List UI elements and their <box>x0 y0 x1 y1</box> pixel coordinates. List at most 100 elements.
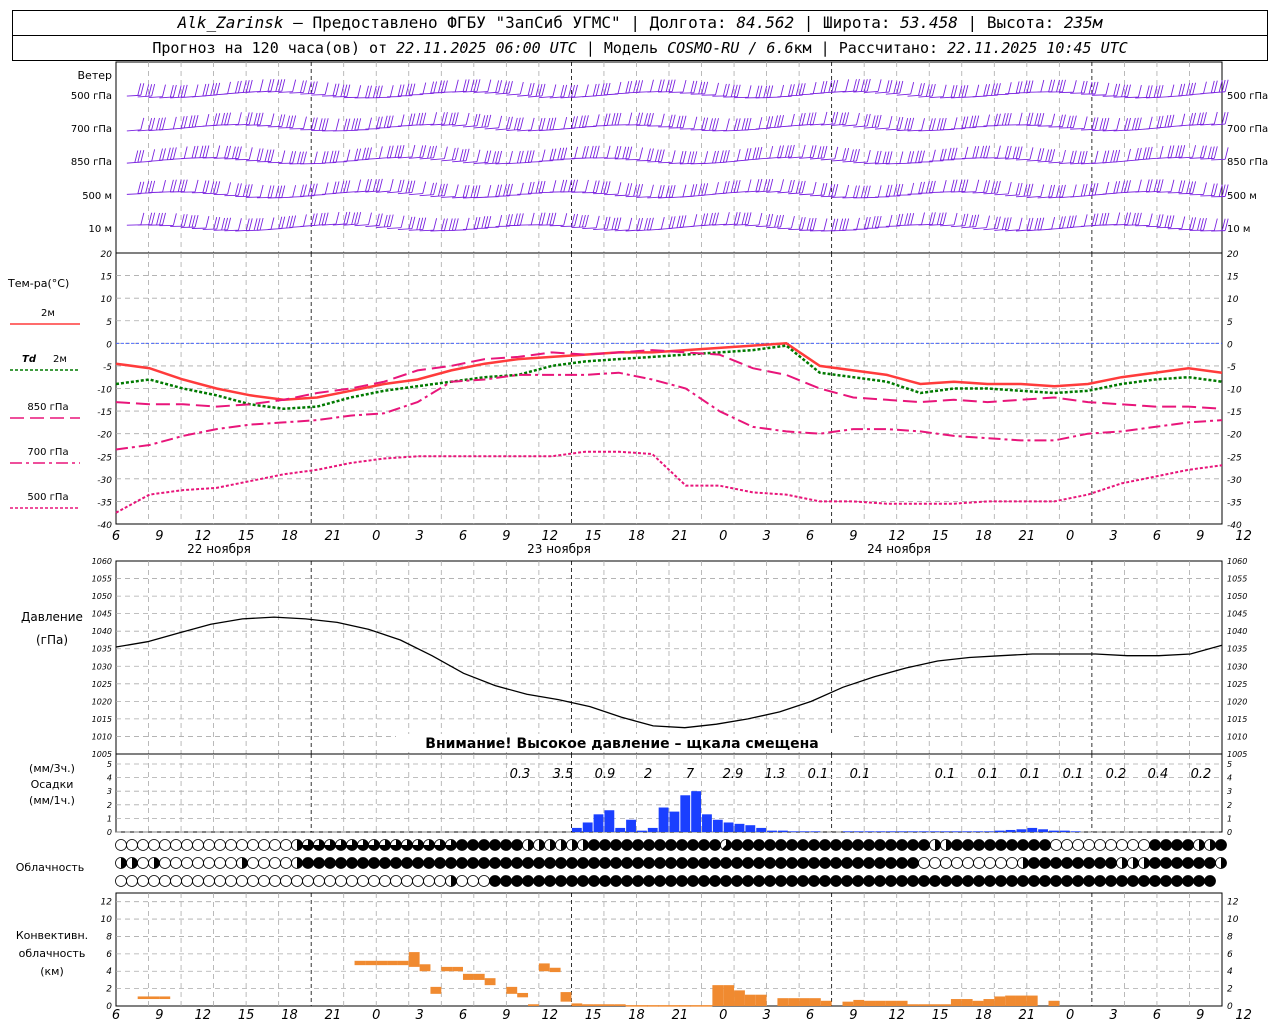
wind-barb-flag <box>671 185 676 198</box>
wind-barb-flag <box>159 212 163 226</box>
wind-barb-flag <box>487 185 492 198</box>
wind-barb <box>907 94 922 97</box>
conv-bar <box>582 1004 594 1006</box>
cloud-symbol <box>170 839 182 851</box>
cloud-symbol <box>962 857 974 869</box>
cloud-symbol <box>1094 839 1106 851</box>
cloud-symbol <box>610 839 622 851</box>
wind-barb-flag <box>1178 145 1183 158</box>
wind-barb-flag <box>574 116 578 129</box>
wind-barb <box>235 123 250 126</box>
cloud-symbol <box>1072 839 1084 851</box>
wind-barb-flag <box>549 148 554 161</box>
conv-bar <box>940 1004 951 1006</box>
wind-barb-flag <box>541 180 546 194</box>
conv-x-tick: 6 <box>459 1008 467 1023</box>
pressure-panel <box>115 560 1223 755</box>
wind-barb-flag <box>614 145 619 159</box>
wind-barb-flag <box>950 147 955 160</box>
wind-barb-flag <box>563 213 568 226</box>
precip-3h-label: 0.1 <box>935 767 956 782</box>
wind-barb <box>137 95 152 98</box>
pressure-ytick-right: 1020 <box>1227 697 1247 706</box>
temp-x-tick: 18 <box>975 529 992 544</box>
wind-barb <box>940 128 955 131</box>
wind-barb-flag <box>866 185 871 198</box>
cloud-symbol <box>896 839 908 851</box>
wind-barb-flag <box>649 217 654 230</box>
wind-barb-flag <box>1203 145 1207 158</box>
wind-barb-flag <box>535 84 540 97</box>
cloud-symbol <box>1204 875 1216 887</box>
cloud-symbol <box>797 839 809 851</box>
wind-barb-flag <box>1062 184 1066 197</box>
wind-barb-flag <box>270 79 275 92</box>
wind-barb-flag <box>592 83 597 97</box>
wind-barb-flag <box>690 151 695 164</box>
cloud-symbol <box>225 857 237 869</box>
wind-level-label: 850 гПа <box>71 157 112 168</box>
temp-ytick-right: -20 <box>1227 431 1242 441</box>
cloud-symbol <box>302 875 314 887</box>
cloud-symbol <box>346 857 358 869</box>
wind-barb-flag <box>1196 112 1201 125</box>
wind-barb-flag <box>1059 114 1063 127</box>
wind-barb-flag <box>430 81 435 94</box>
wind-barb-flag <box>397 179 402 193</box>
wind-barb-flag <box>820 146 825 159</box>
wind-barb-flag <box>411 83 416 96</box>
wind-barb <box>831 159 846 162</box>
wind-barb-flag <box>1186 181 1191 194</box>
wind-barb-flag <box>389 85 394 98</box>
wind-barb-flag <box>787 180 792 193</box>
cloud-symbol <box>1160 875 1172 887</box>
wind-barb-flag <box>248 79 253 93</box>
precip-bar <box>1070 831 1081 832</box>
wind-barb-flag <box>715 150 719 163</box>
cloud-symbol <box>236 839 248 851</box>
wind-barb-flag <box>324 182 329 195</box>
wind-barb-flag <box>443 146 448 159</box>
wind-barb-flag <box>1156 115 1161 129</box>
wind-barb-flag <box>205 180 210 193</box>
wind-barb-flag <box>343 180 348 193</box>
wind-barb <box>213 229 228 231</box>
wind-barb-flag <box>386 115 391 128</box>
wind-barb-flag <box>470 79 475 92</box>
wind-barb-flag <box>928 180 933 194</box>
wind-barb-flag <box>823 183 828 196</box>
wind-barb-flag <box>259 79 264 92</box>
wind-barb-flag <box>1218 80 1223 93</box>
wind-barb-flag <box>297 151 301 164</box>
wind-barb-flag <box>958 179 963 192</box>
cloud-symbol <box>907 857 919 869</box>
cloud-symbol <box>137 839 149 851</box>
wind-barb-flag <box>1056 79 1060 93</box>
wind-barb-flag <box>1045 149 1050 162</box>
conv-bar <box>538 963 550 972</box>
wind-barb <box>1200 123 1215 126</box>
wind-barb-flag <box>275 185 280 198</box>
wind-barb <box>170 96 185 99</box>
wind-barb-flag <box>506 81 510 94</box>
wind-barb-flag <box>368 85 372 98</box>
wind-barb-flag <box>747 117 752 131</box>
wind-barb-flag <box>216 181 221 194</box>
wind-barb-flag <box>422 181 427 194</box>
wind-barb-flag <box>986 145 991 158</box>
wind-barb-flag <box>1094 150 1099 164</box>
wind-barb-flag <box>950 179 955 192</box>
wind-barb <box>744 224 759 227</box>
wind-barb-flag <box>606 113 611 126</box>
cloud-symbol <box>544 857 556 869</box>
wind-barb-flag <box>281 216 286 229</box>
wind-barb-flag <box>300 151 304 164</box>
wind-barb-flag <box>259 148 264 161</box>
wind-barb <box>723 223 738 226</box>
day-label: 22 ноября <box>187 542 251 556</box>
cloud-symbol <box>544 875 556 887</box>
wind-barb-flag <box>1181 113 1186 126</box>
wind-barb-flag <box>180 116 185 129</box>
wind-barb-flag <box>571 179 576 192</box>
wind-barb-flag <box>498 184 503 197</box>
